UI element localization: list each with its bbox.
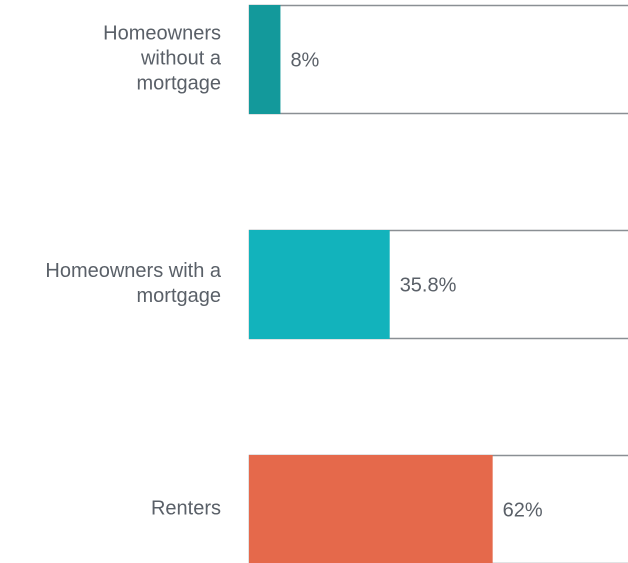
category-label: Homeowners without a mortgage	[103, 22, 221, 95]
value-label: 62%	[503, 499, 543, 521]
value-label: 8%	[290, 49, 319, 71]
category-label: Renters	[150, 497, 221, 520]
bar	[249, 5, 281, 114]
value-label: 35.8%	[400, 274, 457, 296]
category-label: Homeowners with a mortgage	[45, 260, 221, 307]
bar	[249, 230, 390, 339]
bar	[249, 455, 493, 563]
bar-track	[248, 4, 628, 115]
